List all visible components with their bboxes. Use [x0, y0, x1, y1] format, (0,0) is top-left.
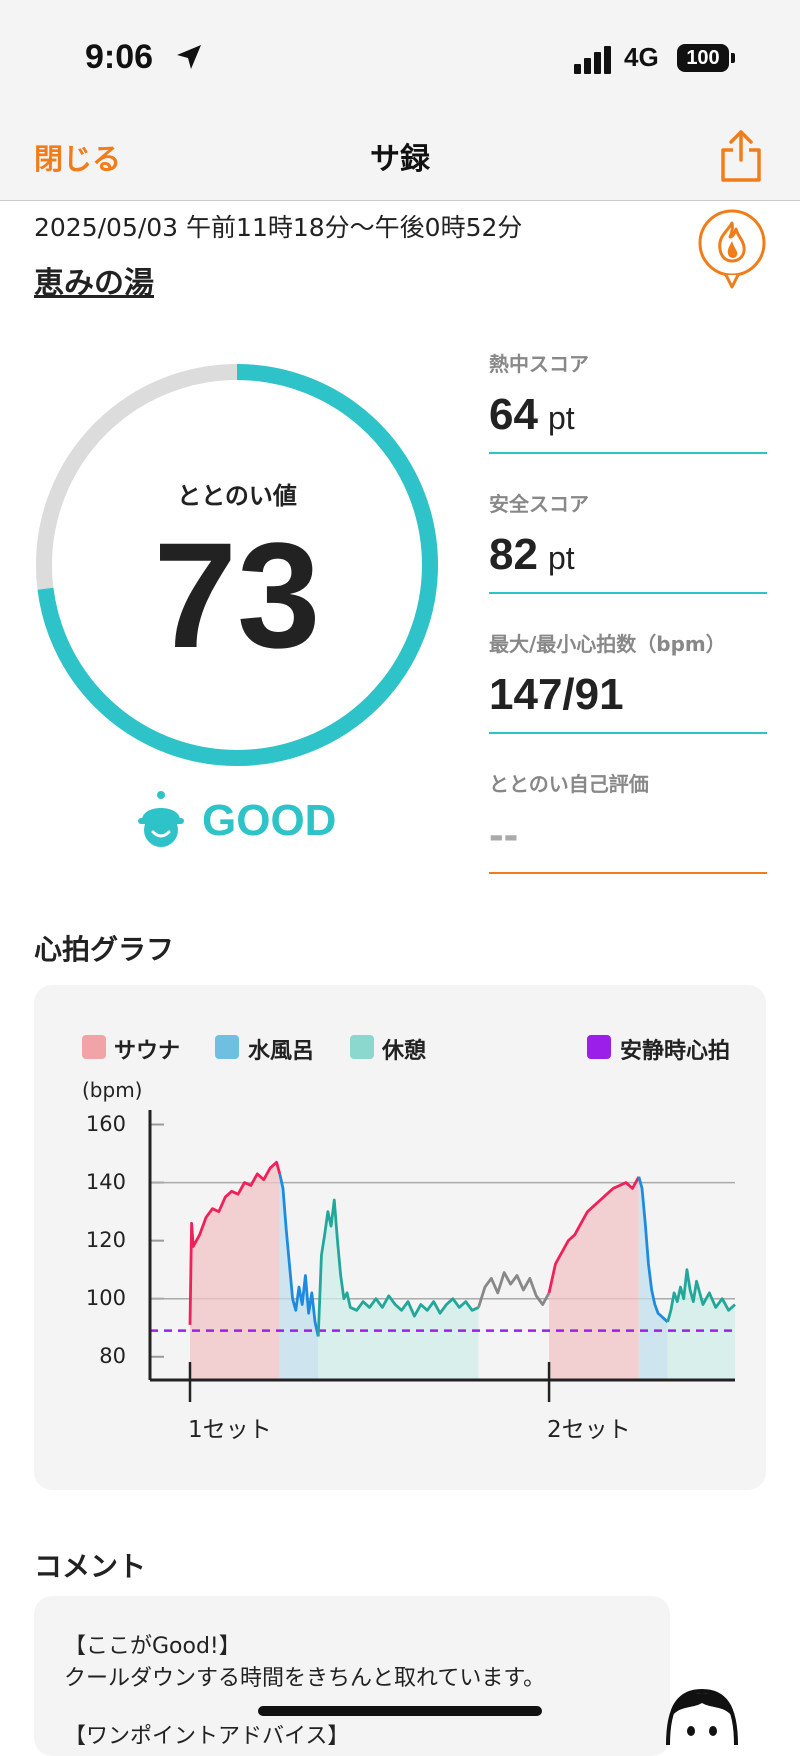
legend-swatch-resting-hr [587, 1035, 611, 1059]
comment-title: コメント [34, 1550, 147, 1583]
status-bar [0, 0, 800, 110]
close-button[interactable]: 閉じる [34, 142, 122, 176]
share-icon[interactable] [718, 128, 764, 184]
self-rating-value[interactable]: -- [489, 810, 519, 859]
heat-score-value: 64 pt [489, 390, 575, 439]
y-tick-label: 100 [85, 1285, 126, 1310]
legend-swatch-rest [350, 1035, 374, 1059]
x-tick-set-2: 2セット [547, 1417, 631, 1443]
facility-link[interactable]: 恵みの湯 [34, 266, 154, 301]
legend-label-rest: 休憩 [382, 1039, 427, 1064]
legend-label-cold-bath: 水風呂 [248, 1039, 315, 1064]
y-tick-label: 160 [85, 1111, 126, 1136]
legend-label-sauna: サウナ [114, 1039, 181, 1064]
cellular-signal-icon [574, 44, 614, 74]
comment-card [34, 1596, 670, 1756]
avatar-face-icon [666, 1688, 738, 1745]
heart-rate-range-value: 147/91 [489, 670, 624, 719]
comment-text: クールダウンする時間をきちんと取れています。 [64, 1666, 546, 1691]
y-tick-label: 120 [85, 1227, 126, 1252]
safety-score-value: 82 pt [489, 530, 575, 579]
totonoi-score-ring [36, 364, 438, 766]
heart-rate-range-label: 最大/最小心拍数（bpm） [489, 632, 726, 656]
y-tick-label: 80 [99, 1343, 126, 1368]
self-rating-label: ととのい自己評価 [489, 772, 649, 796]
legend-swatch-cold-bath [215, 1035, 239, 1059]
score-value: 73 [153, 511, 321, 679]
location-arrow-icon [177, 45, 201, 69]
legend-label-resting-hr: 安静時心拍 [620, 1039, 731, 1064]
battery-icon: 100 [677, 44, 729, 72]
x-tick-set-1: 1セット [188, 1417, 272, 1443]
home-indicator [258, 1706, 542, 1716]
fire-icon[interactable] [696, 207, 768, 291]
session-date-range: 2025/05/03 午前11時18分〜午後0時52分 [34, 213, 523, 242]
comment-heading-good: 【ここがGood!】 [64, 1634, 241, 1659]
divider [489, 592, 767, 594]
battery-tip [731, 53, 735, 63]
network-type: 4G [624, 42, 659, 72]
sauna-hat-icon [138, 791, 184, 847]
divider [489, 872, 767, 874]
y-tick-label: 140 [85, 1169, 126, 1194]
legend-swatch-sauna [82, 1035, 106, 1059]
heat-score-label: 熱中スコア [489, 352, 589, 376]
divider [489, 452, 767, 454]
heart-graph-title: 心拍グラフ [34, 933, 175, 966]
status-time: 9:06 [85, 38, 154, 76]
y-axis-unit: (bpm) [82, 1078, 143, 1102]
nav-bar [0, 110, 800, 201]
score-label: ととのい値 [177, 482, 297, 510]
comment-heading-advice: 【ワンポイントアドバイス】 [64, 1724, 350, 1749]
safety-score-label: 安全スコア [489, 492, 589, 516]
rating-text: GOOD [202, 796, 337, 845]
divider [489, 732, 767, 734]
page-title: サ録 [370, 142, 430, 177]
